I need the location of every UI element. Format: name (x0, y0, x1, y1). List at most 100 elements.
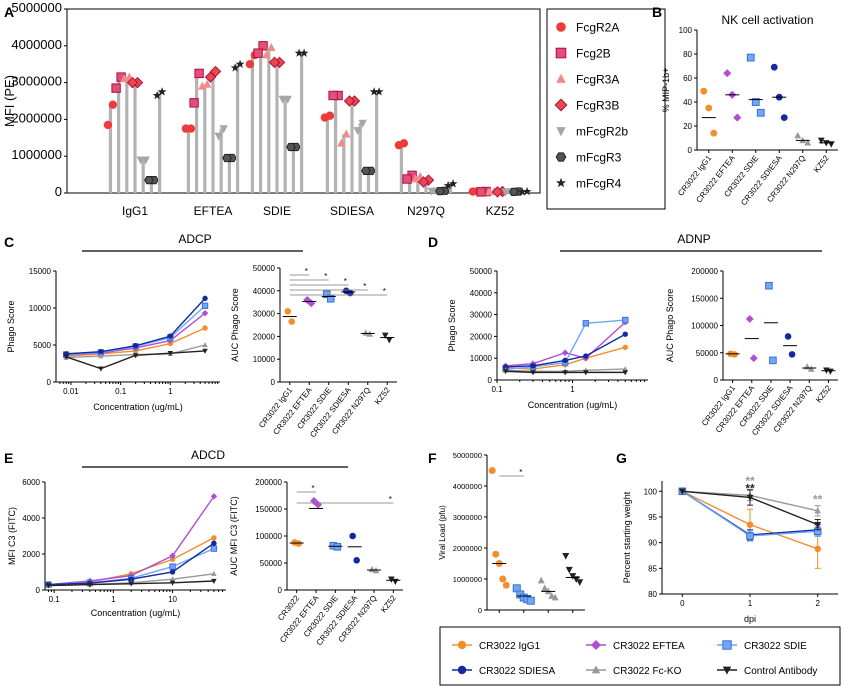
D_auc-point (784, 333, 792, 340)
E-header: ADCD (191, 448, 225, 462)
C_line-y-tick-label: 10000 (29, 304, 52, 313)
G-point (746, 521, 754, 528)
legend-label: CR3022 SDIE (744, 641, 807, 652)
D_auc-point (807, 365, 815, 372)
C_auc-point (322, 290, 331, 299)
E_line-point (128, 576, 134, 582)
A-point (203, 79, 212, 88)
A-plot-frame (66, 8, 541, 194)
A-y-tick-label: 1000000 (11, 147, 62, 162)
D_line-point (622, 344, 628, 350)
panel-label-A: A (4, 4, 14, 20)
A-legend-marker (555, 47, 567, 59)
G-y-tick-label: 90 (648, 539, 657, 548)
A-legend-marker (555, 152, 567, 162)
A-legend-box (546, 8, 666, 210)
B-y-tick-label: 100 (679, 26, 693, 35)
A-point (501, 188, 510, 197)
F-point (565, 566, 573, 574)
A-bar (408, 175, 412, 193)
D_line-point (622, 331, 628, 337)
A-y-tick-label: 3000000 (11, 74, 62, 89)
legend-marker (457, 640, 467, 650)
D_auc-point (731, 351, 738, 358)
C_auc-point (381, 332, 389, 339)
C_line-x-tick-label: 0.1 (115, 387, 127, 396)
D_line-x-tick-label: 0.1 (491, 385, 503, 394)
A-category-label: KZ52 (486, 204, 515, 218)
C_line-y-tick-label: 0 (47, 378, 52, 387)
A-bar (158, 91, 162, 193)
F-sig-star: * (519, 468, 522, 477)
A-bar (366, 170, 370, 193)
G-point (814, 545, 821, 553)
E_auc-y-tick-label: 100000 (255, 532, 282, 541)
D_auc-y-tick-label: 0 (714, 376, 719, 385)
D_line-x-label: Concentration (ug/mL) (528, 400, 618, 410)
B-point (780, 114, 788, 121)
A-point (126, 76, 139, 89)
A-point (152, 90, 162, 100)
A-point (476, 187, 486, 197)
C_line-y-tick-label: 5000 (33, 341, 51, 350)
C_auc-y-tick-label: 20000 (253, 332, 276, 341)
B-y-tick-label: 60 (683, 74, 692, 83)
C_auc-point (385, 337, 393, 344)
C_auc-sig-star: * (363, 282, 366, 291)
A-bar (325, 115, 329, 193)
A-point (374, 87, 384, 96)
C_auc-y-tick-label: 10000 (253, 355, 276, 364)
B-point (700, 87, 708, 95)
F-point (541, 584, 549, 592)
F-point (488, 467, 496, 474)
A-bar (219, 128, 223, 193)
A-legend-marker (554, 98, 568, 112)
G-point (746, 532, 754, 540)
A-bar (334, 95, 338, 193)
G-y-label: Percent starting weight (622, 491, 632, 583)
B-point (799, 136, 807, 144)
C_line-point (63, 354, 69, 360)
A-point (157, 87, 167, 96)
C_line-point (98, 366, 104, 372)
D_line-point (530, 363, 536, 369)
D_auc-y-tick-label: 100000 (691, 322, 718, 331)
F-y-label: Viral Load (pfu) (438, 505, 447, 560)
E_line-x-label: Concentration (ug/mL) (91, 608, 181, 618)
C_auc-point (284, 308, 292, 315)
A-bar (250, 55, 254, 193)
B-title: NK cell activation (721, 13, 813, 27)
G-y-tick-label: 80 (648, 590, 657, 599)
D_auc-point (827, 368, 834, 375)
panel-label-D: D (428, 234, 438, 250)
D_auc-category-label: KZ52 (814, 383, 833, 404)
D_auc-y-tick-label: 200000 (691, 267, 718, 276)
legend-label: CR3022 Fc-KO (613, 666, 682, 677)
E_line-point (169, 556, 176, 563)
A-legend-marker (556, 127, 566, 137)
B-point (770, 63, 778, 71)
D_line-point (622, 366, 628, 372)
A-point (328, 90, 338, 101)
A-point (286, 142, 296, 152)
B-point (751, 98, 760, 106)
E_auc-point (295, 540, 302, 547)
E_line-y-tick-label: 0 (36, 586, 41, 595)
E_auc-sig-star: * (389, 495, 392, 504)
A-bar (211, 71, 215, 193)
F-point (537, 576, 545, 584)
D_line-point (502, 369, 509, 375)
G-annotation: ** (813, 493, 823, 507)
legend-marker (591, 665, 601, 674)
E_line-point (45, 583, 52, 589)
C_line-point (98, 353, 104, 359)
panel-label-F: F (428, 450, 437, 466)
A-y-tick-label: 2000000 (11, 110, 62, 125)
A-point (369, 87, 379, 96)
D_auc-point (749, 354, 758, 363)
legend-label: CR3022 IgG1 (479, 641, 541, 652)
A-category-label: IgG1 (122, 204, 148, 218)
A-point (517, 187, 527, 196)
D_auc-y-tick-label: 150000 (691, 294, 718, 303)
